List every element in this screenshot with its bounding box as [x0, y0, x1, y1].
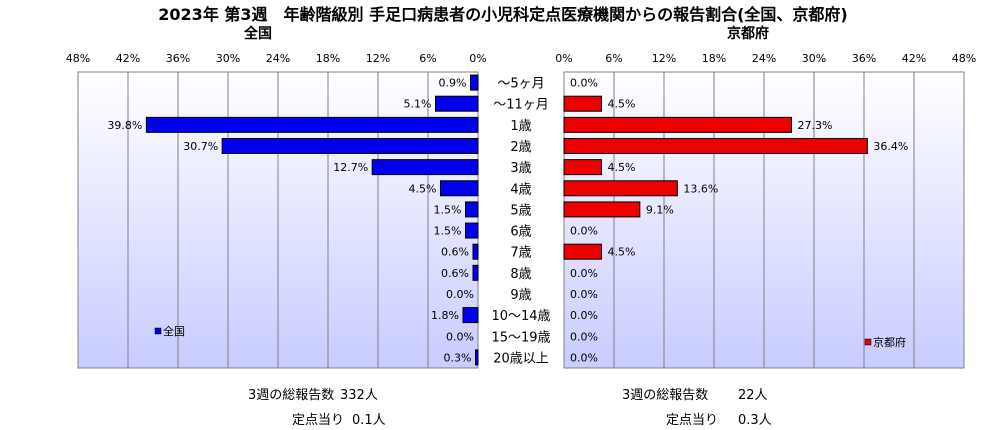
kyoto-value-label: 0.0%: [570, 225, 598, 238]
category-label: 8歳: [510, 267, 531, 282]
national-bar: [472, 243, 479, 260]
kyoto-legend-label: 京都府: [873, 335, 906, 349]
national-value-label: 0.9%: [439, 77, 467, 90]
kyoto-legend: 京都府: [864, 335, 906, 349]
chart-canvas: 2023年 第3週 年齢階級別 手足口病患者の小児科定点医療機関からの報告割合(…: [66, 5, 976, 369]
category-label: 10～14歳: [491, 309, 550, 324]
national-legend-swatch: [154, 327, 162, 335]
national-value-label: 1.5%: [434, 203, 462, 216]
national-value-label: 0.6%: [441, 246, 469, 259]
kyoto-per-label: 定点当り: [666, 413, 719, 428]
national-legend-label: 全国: [163, 324, 185, 338]
national-tick-label: 48%: [66, 52, 90, 65]
kyoto-value-label: 36.4%: [873, 140, 908, 153]
kyoto-bar: [563, 116, 792, 133]
kyoto-value-label: 4.5%: [608, 246, 636, 259]
kyoto-value-label: 13.6%: [683, 182, 718, 195]
category-label: 3歳: [510, 161, 531, 176]
national-value-label: 0.0%: [446, 288, 474, 301]
category-label: 9歳: [510, 288, 531, 303]
national-tick-label: 36%: [166, 52, 190, 65]
national-tick-label: 0%: [469, 52, 486, 65]
category-label: 7歳: [510, 246, 531, 261]
kyoto-tick-label: 6%: [605, 52, 622, 65]
kyoto-bar: [563, 201, 641, 218]
kyoto-bar: [563, 137, 868, 154]
national-per-label: 定点当り: [292, 413, 345, 428]
national-legend: 全国: [154, 324, 185, 338]
national-bar: [440, 180, 479, 197]
kyoto-value-label: 4.5%: [608, 98, 636, 111]
national-value-label: 1.5%: [434, 225, 462, 238]
national-bar: [221, 137, 479, 154]
category-label: 5歳: [510, 203, 531, 218]
national-panel-title: 全国: [243, 25, 272, 42]
national-value-label: 39.8%: [107, 119, 142, 132]
national-bar: [475, 349, 479, 366]
kyoto-tick-label: 18%: [702, 52, 726, 65]
national-bar: [462, 307, 479, 324]
national-tick-label: 12%: [366, 52, 390, 65]
kyoto-tick-label: 42%: [902, 52, 926, 65]
kyoto-value-label: 0.0%: [570, 309, 598, 322]
national-tick-label: 42%: [116, 52, 140, 65]
kyoto-value-label: 0.0%: [570, 77, 598, 90]
national-bar: [465, 222, 479, 239]
national-per-value: 0.1人: [352, 413, 386, 428]
kyoto-value-label: 9.1%: [646, 203, 674, 216]
kyoto-tick-label: 24%: [752, 52, 776, 65]
kyoto-bar: [563, 95, 602, 112]
national-value-label: 0.6%: [441, 267, 469, 280]
national-total-value: 332人: [340, 388, 378, 403]
kyoto-value-label: 27.3%: [798, 119, 833, 132]
kyoto-tick-label: 30%: [802, 52, 826, 65]
category-label: 2歳: [510, 140, 531, 155]
kyoto-value-label: 0.0%: [570, 351, 598, 364]
national-bar: [470, 74, 479, 91]
kyoto-bar: [563, 159, 602, 176]
national-tick-label: 30%: [216, 52, 240, 65]
kyoto-total-label: 3週の総報告数: [622, 388, 709, 403]
national-bar: [465, 201, 479, 218]
category-label: 20歳以上: [493, 351, 549, 366]
national-value-label: 30.7%: [183, 140, 218, 153]
kyoto-value-label: 0.0%: [570, 267, 598, 280]
kyoto-total-value: 22人: [738, 388, 768, 403]
national-value-label: 0.3%: [444, 351, 472, 364]
category-label: ～11ヶ月: [493, 98, 549, 113]
national-bar: [435, 95, 479, 112]
kyoto-bar: [563, 180, 678, 197]
kyoto-value-label: 4.5%: [608, 161, 636, 174]
national-bar: [145, 116, 479, 133]
national-bar: [371, 159, 479, 176]
category-label: 1歳: [510, 119, 531, 134]
national-value-label: 12.7%: [333, 161, 368, 174]
kyoto-panel-title: 京都府: [727, 25, 769, 42]
kyoto-legend-swatch: [864, 338, 872, 346]
kyoto-tick-label: 0%: [555, 52, 572, 65]
kyoto-value-label: 0.0%: [570, 330, 598, 343]
national-tick-label: 24%: [266, 52, 290, 65]
national-total-label: 3週の総報告数: [248, 388, 335, 403]
kyoto-tick-label: 48%: [952, 52, 976, 65]
kyoto-bar: [563, 243, 602, 260]
national-value-label: 5.1%: [404, 98, 432, 111]
national-value-label: 4.5%: [409, 182, 437, 195]
category-label: ～5ヶ月: [497, 77, 544, 92]
category-label: 4歳: [510, 182, 531, 197]
kyoto-per-value: 0.3人: [738, 413, 772, 428]
kyoto-tick-label: 36%: [852, 52, 876, 65]
national-tick-label: 6%: [419, 52, 436, 65]
national-tick-label: 18%: [316, 52, 340, 65]
national-bar: [472, 264, 479, 281]
category-label: 6歳: [510, 225, 531, 240]
national-value-label: 0.0%: [446, 330, 474, 343]
kyoto-value-label: 0.0%: [570, 288, 598, 301]
kyoto-tick-label: 12%: [652, 52, 676, 65]
national-value-label: 1.8%: [431, 309, 459, 322]
category-label: 15～19歳: [491, 330, 550, 345]
chart-title: 2023年 第3週 年齢階級別 手足口病患者の小児科定点医療機関からの報告割合(…: [158, 5, 847, 24]
